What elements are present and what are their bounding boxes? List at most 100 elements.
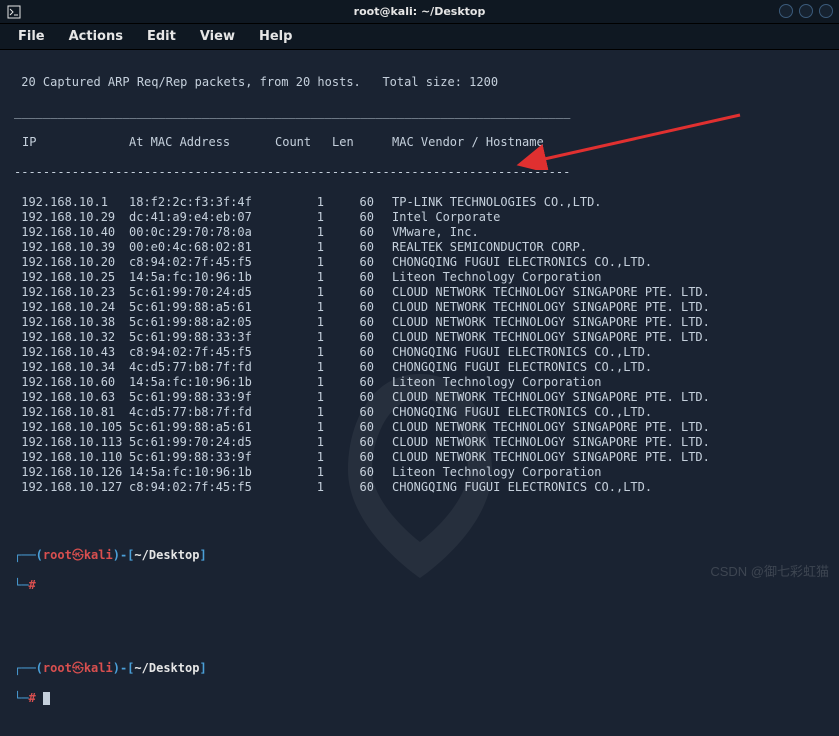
cell-vendor: CLOUD NETWORK TECHNOLOGY SINGAPORE PTE. … [374, 315, 710, 330]
cell-ip: 192.168.10.60 [14, 375, 129, 390]
cell-mac: c8:94:02:7f:45:f5 [129, 255, 269, 270]
cell-mac: 00:0c:29:70:78:0a [129, 225, 269, 240]
cell-mac: 5c:61:99:88:a5:61 [129, 300, 269, 315]
cell-vendor: CLOUD NETWORK TECHNOLOGY SINGAPORE PTE. … [374, 435, 710, 450]
divider: ----------------------------------------… [14, 165, 825, 180]
header-len: Len [324, 135, 374, 150]
cell-len: 60 [324, 210, 374, 225]
table-row: 192.168.10.29dc:41:a9:e4:eb:07160Intel C… [14, 210, 825, 225]
cell-len: 60 [324, 270, 374, 285]
titlebar: root@kali: ~/Desktop [0, 0, 839, 24]
cell-vendor: CLOUD NETWORK TECHNOLOGY SINGAPORE PTE. … [374, 285, 710, 300]
cell-ip: 192.168.10.81 [14, 405, 129, 420]
cell-vendor: TP-LINK TECHNOLOGIES CO.,LTD. [374, 195, 602, 210]
prompt-line-1: ┌──(root㉿kali)-[~/Desktop] [14, 661, 825, 676]
cell-vendor: CLOUD NETWORK TECHNOLOGY SINGAPORE PTE. … [374, 420, 710, 435]
cell-ip: 192.168.10.34 [14, 360, 129, 375]
cell-len: 60 [324, 420, 374, 435]
cell-ip: 192.168.10.38 [14, 315, 129, 330]
cell-count: 1 [269, 480, 324, 495]
menu-help[interactable]: Help [249, 27, 302, 46]
menu-actions[interactable]: Actions [59, 27, 133, 46]
cell-len: 60 [324, 405, 374, 420]
cell-ip: 192.168.10.39 [14, 240, 129, 255]
cell-count: 1 [269, 195, 324, 210]
prompt-block: ┌──(root㉿kali)-[~/Desktop] └─# [14, 533, 825, 608]
table-row: 192.168.10.1055c:61:99:88:a5:61160CLOUD … [14, 420, 825, 435]
cell-count: 1 [269, 330, 324, 345]
table-row: 192.168.10.43c8:94:02:7f:45:f5160CHONGQI… [14, 345, 825, 360]
table-row: 192.168.10.118:f2:2c:f3:3f:4f160TP-LINK … [14, 195, 825, 210]
cell-ip: 192.168.10.113 [14, 435, 129, 450]
cell-mac: 5c:61:99:70:24:d5 [129, 285, 269, 300]
cell-mac: 14:5a:fc:10:96:1b [129, 465, 269, 480]
cell-vendor: CLOUD NETWORK TECHNOLOGY SINGAPORE PTE. … [374, 390, 710, 405]
cell-mac: 5c:61:99:88:a2:05 [129, 315, 269, 330]
cell-len: 60 [324, 300, 374, 315]
table-row: 192.168.10.127c8:94:02:7f:45:f5160CHONGQ… [14, 480, 825, 495]
cell-mac: dc:41:a9:e4:eb:07 [129, 210, 269, 225]
cell-count: 1 [269, 270, 324, 285]
menu-view[interactable]: View [190, 27, 245, 46]
cell-len: 60 [324, 390, 374, 405]
table-row: 192.168.10.1135c:61:99:70:24:d5160CLOUD … [14, 435, 825, 450]
table-row: 192.168.10.2514:5a:fc:10:96:1b160Liteon … [14, 270, 825, 285]
cell-count: 1 [269, 285, 324, 300]
table-row: 192.168.10.245c:61:99:88:a5:61160CLOUD N… [14, 300, 825, 315]
cell-len: 60 [324, 435, 374, 450]
cell-ip: 192.168.10.63 [14, 390, 129, 405]
cell-len: 60 [324, 240, 374, 255]
cell-count: 1 [269, 300, 324, 315]
cell-len: 60 [324, 315, 374, 330]
cell-ip: 192.168.10.32 [14, 330, 129, 345]
cell-count: 1 [269, 405, 324, 420]
cell-len: 60 [324, 375, 374, 390]
cell-count: 1 [269, 390, 324, 405]
cell-count: 1 [269, 360, 324, 375]
divider: ________________________________________… [14, 105, 825, 120]
cell-mac: 4c:d5:77:b8:7f:fd [129, 405, 269, 420]
menubar: File Actions Edit View Help [0, 24, 839, 50]
cell-ip: 192.168.10.127 [14, 480, 129, 495]
prompt-line-2[interactable]: └─# [14, 691, 825, 706]
cell-len: 60 [324, 465, 374, 480]
cell-mac: 5c:61:99:88:33:9f [129, 390, 269, 405]
header-count: Count [269, 135, 324, 150]
table-row: 192.168.10.3900:e0:4c:68:02:81160REALTEK… [14, 240, 825, 255]
cell-count: 1 [269, 375, 324, 390]
cell-len: 60 [324, 330, 374, 345]
cell-ip: 192.168.10.40 [14, 225, 129, 240]
cell-count: 1 [269, 465, 324, 480]
cell-mac: c8:94:02:7f:45:f5 [129, 345, 269, 360]
table-row: 192.168.10.344c:d5:77:b8:7f:fd160CHONGQI… [14, 360, 825, 375]
terminal-output[interactable]: 20 Captured ARP Req/Rep packets, from 20… [0, 50, 839, 736]
cell-count: 1 [269, 210, 324, 225]
cell-vendor: CHONGQING FUGUI ELECTRONICS CO.,LTD. [374, 255, 652, 270]
cell-mac: 14:5a:fc:10:96:1b [129, 270, 269, 285]
minimize-button[interactable] [779, 4, 793, 18]
cell-count: 1 [269, 225, 324, 240]
cell-ip: 192.168.10.23 [14, 285, 129, 300]
menu-edit[interactable]: Edit [137, 27, 186, 46]
cell-len: 60 [324, 345, 374, 360]
prompt-line-1: ┌──(root㉿kali)-[~/Desktop] [14, 548, 825, 563]
table-header: IPAt MAC AddressCountLenMAC Vendor / Hos… [14, 135, 825, 150]
cell-vendor: CHONGQING FUGUI ELECTRONICS CO.,LTD. [374, 345, 652, 360]
cell-ip: 192.168.10.24 [14, 300, 129, 315]
table-row: 192.168.10.1105c:61:99:88:33:9f160CLOUD … [14, 450, 825, 465]
header-mac: At MAC Address [129, 135, 269, 150]
maximize-button[interactable] [799, 4, 813, 18]
close-button[interactable] [819, 4, 833, 18]
cell-vendor: Liteon Technology Corporation [374, 375, 602, 390]
prompt-block: ┌──(root㉿kali)-[~/Desktop] └─# [14, 646, 825, 721]
cell-ip: 192.168.10.105 [14, 420, 129, 435]
menu-file[interactable]: File [8, 27, 55, 46]
cell-len: 60 [324, 195, 374, 210]
cell-mac: 5c:61:99:88:a5:61 [129, 420, 269, 435]
window-controls [779, 4, 833, 18]
table-row: 192.168.10.6014:5a:fc:10:96:1b160Liteon … [14, 375, 825, 390]
cell-mac: 5c:61:99:88:33:3f [129, 330, 269, 345]
cell-ip: 192.168.10.20 [14, 255, 129, 270]
cell-count: 1 [269, 255, 324, 270]
window-title: root@kali: ~/Desktop [354, 5, 486, 18]
